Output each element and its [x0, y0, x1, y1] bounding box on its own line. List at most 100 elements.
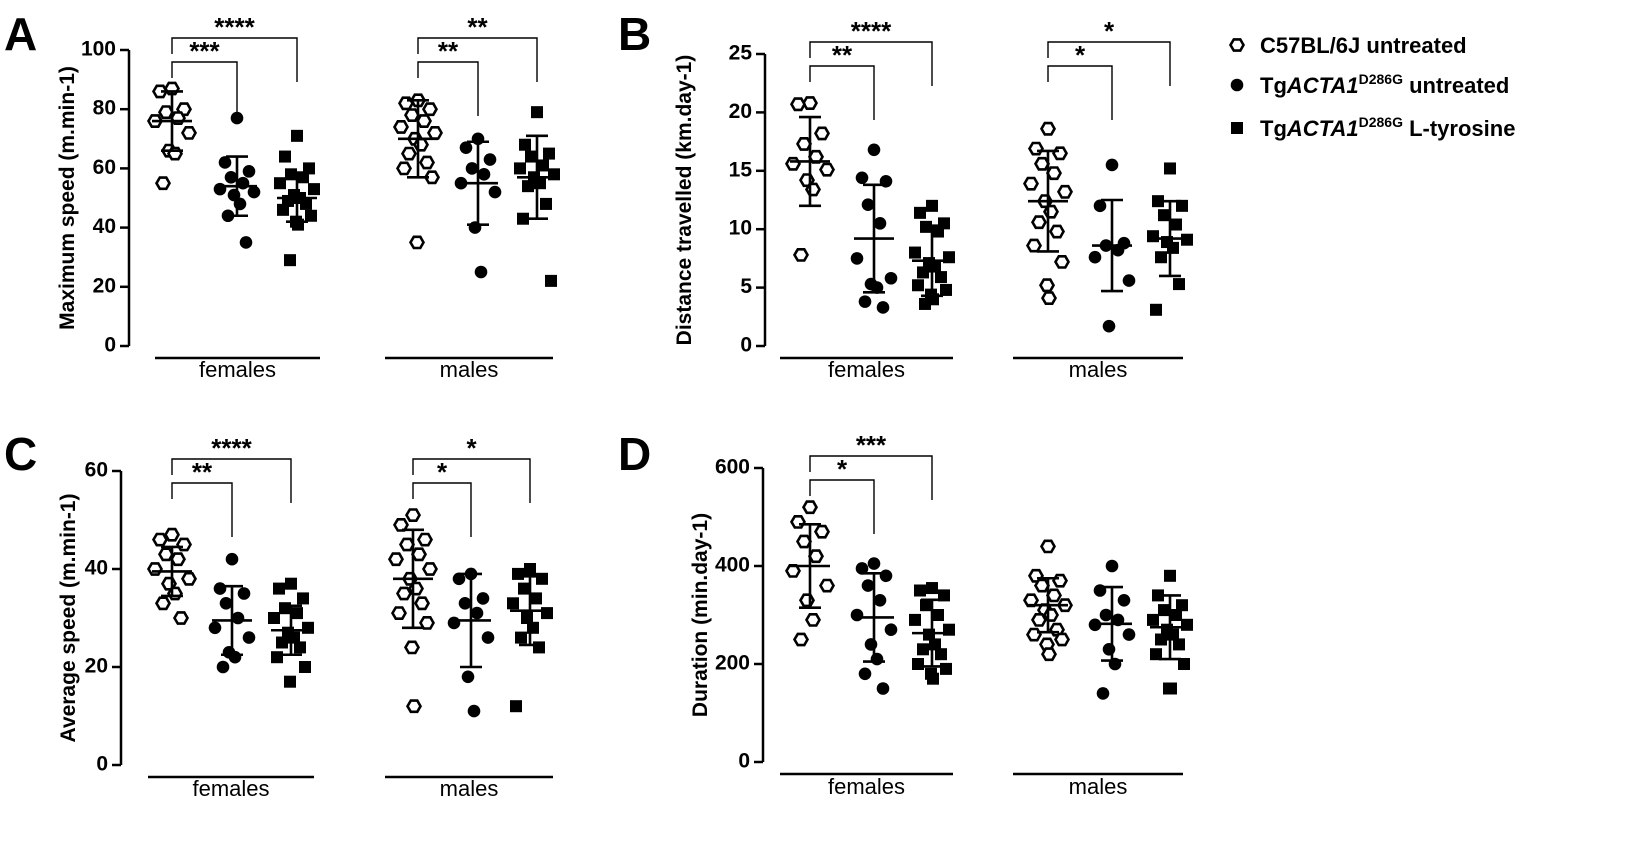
- data-point: [1176, 199, 1188, 212]
- data-point: [415, 114, 432, 128]
- data-point: [242, 631, 256, 644]
- significance-bracket: *: [412, 433, 531, 503]
- data-point: [467, 704, 481, 718]
- data-point: [1030, 612, 1047, 627]
- data-point: [403, 108, 420, 122]
- legend-marker: [1230, 78, 1244, 92]
- data-point: [1051, 573, 1068, 588]
- y-tick-label: 60: [85, 459, 108, 482]
- series-filled-circle: [208, 552, 256, 674]
- data-point: [537, 159, 549, 172]
- legend-label: TgACTA1D286G untreated: [1260, 71, 1509, 98]
- data-point: [404, 508, 421, 523]
- data-point: [395, 161, 412, 176]
- data-point: [488, 185, 502, 199]
- data-point: [271, 651, 283, 664]
- y-tick-label: 0: [738, 750, 750, 773]
- data-point: [813, 524, 830, 539]
- data-point: [531, 106, 543, 119]
- data-point: [458, 597, 472, 610]
- data-point: [1093, 199, 1107, 213]
- significance-stars: **: [192, 457, 213, 487]
- y-tick-label: 600: [715, 456, 750, 479]
- data-point: [1150, 648, 1162, 661]
- data-point: [1122, 628, 1136, 641]
- legend-item: TgACTA1D286G untreated: [1230, 71, 1509, 98]
- y-tick-label: 400: [715, 554, 750, 577]
- series-filled-circle: [447, 567, 495, 718]
- group-label: females: [199, 357, 276, 382]
- data-point: [784, 156, 801, 171]
- data-point: [413, 596, 430, 611]
- data-point: [530, 592, 542, 605]
- data-point: [801, 500, 818, 515]
- series-filled-square: [507, 563, 553, 713]
- significance-bracket: *: [1047, 16, 1171, 86]
- series-filled-circle: [454, 132, 502, 279]
- series-filled-square: [1147, 569, 1193, 695]
- significance-bracket: **: [809, 40, 875, 120]
- data-point: [1102, 643, 1116, 656]
- data-point: [912, 279, 924, 292]
- bracket-line: [412, 482, 472, 537]
- data-point: [237, 587, 251, 600]
- data-point: [798, 593, 815, 608]
- data-point: [850, 252, 864, 265]
- data-point: [180, 571, 197, 586]
- data-point: [876, 682, 890, 695]
- data-point: [291, 607, 303, 620]
- data-point: [1056, 184, 1073, 199]
- data-point: [524, 563, 536, 575]
- data-point: [879, 569, 893, 583]
- series-open-hexagon: [146, 527, 197, 625]
- series-filled-square: [909, 582, 955, 685]
- data-point: [151, 532, 168, 547]
- y-tick-label: 20: [729, 100, 752, 123]
- bracket-line: [417, 37, 538, 82]
- significance-stars: ****: [851, 16, 892, 46]
- series-filled-circle: [1088, 158, 1136, 333]
- data-point: [218, 156, 232, 169]
- data-point: [1102, 319, 1116, 333]
- data-point: [940, 283, 952, 296]
- data-point: [277, 203, 289, 216]
- data-point: [299, 661, 311, 673]
- series-open-hexagon: [1022, 121, 1073, 306]
- data-point: [1111, 243, 1125, 257]
- data-point: [1025, 627, 1042, 642]
- data-point: [858, 295, 872, 308]
- data-point: [517, 212, 529, 225]
- legend-marker: [1231, 122, 1243, 134]
- legend-item: C57BL/6J untreated: [1228, 33, 1467, 58]
- bracket-line: [171, 37, 298, 82]
- data-point: [398, 537, 415, 552]
- data-point: [873, 594, 887, 607]
- significance-stars: **: [438, 36, 459, 66]
- data-point: [1099, 608, 1113, 622]
- data-point: [884, 271, 898, 285]
- data-point: [864, 638, 878, 651]
- significance-stars: **: [832, 40, 853, 70]
- data-point: [519, 138, 531, 151]
- data-point: [175, 537, 192, 552]
- data-point: [1165, 682, 1177, 695]
- data-point: [1170, 218, 1182, 231]
- data-point: [541, 607, 553, 620]
- data-point: [468, 221, 482, 234]
- data-point: [236, 176, 250, 190]
- bracket-line: [171, 458, 292, 503]
- data-point: [1096, 687, 1110, 700]
- significance-stars: *: [466, 433, 477, 463]
- data-point: [932, 225, 944, 238]
- data-point: [543, 147, 555, 160]
- data-point: [1027, 141, 1044, 156]
- data-point: [789, 514, 806, 529]
- data-point: [216, 660, 230, 674]
- group-label: females: [828, 357, 905, 382]
- data-point: [1030, 215, 1047, 230]
- panel-label: D: [618, 428, 651, 480]
- data-point: [284, 254, 296, 267]
- series-open-hexagon: [392, 93, 443, 250]
- data-point: [1105, 559, 1119, 573]
